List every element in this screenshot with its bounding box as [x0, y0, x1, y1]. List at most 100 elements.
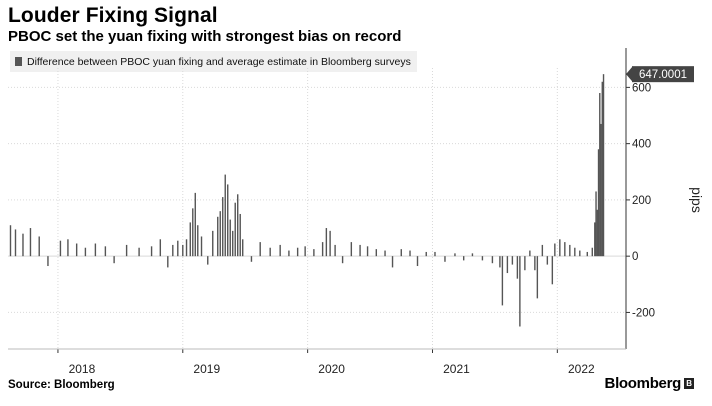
- data-bar: [536, 256, 539, 299]
- data-bar: [185, 239, 188, 257]
- y-tick-label: 0: [632, 251, 638, 263]
- data-bar: [222, 197, 224, 257]
- x-tick-label: 2018: [69, 362, 96, 376]
- x-tick-label: 2022: [568, 362, 595, 376]
- data-bar: [434, 251, 436, 257]
- data-bar: [239, 213, 241, 257]
- data-bar: [212, 230, 214, 257]
- data-bar: [259, 242, 261, 257]
- data-bar: [172, 244, 174, 257]
- data-bar: [217, 216, 219, 257]
- callout-box: [632, 66, 694, 83]
- data-bar: [224, 174, 226, 257]
- y-tick-label: 200: [632, 195, 651, 207]
- data-bar: [564, 242, 566, 257]
- data-bar: [444, 256, 446, 262]
- data-bar: [600, 123, 602, 257]
- data-bar: [47, 256, 49, 267]
- data-bar: [192, 208, 194, 257]
- data-bar: [462, 256, 465, 261]
- data-bar: [516, 256, 519, 279]
- chart-subtitle: PBOC set the yuan fixing with strongest …: [8, 28, 402, 45]
- data-bar: [597, 149, 600, 257]
- data-bar: [9, 225, 12, 257]
- data-bar: [269, 247, 271, 257]
- data-bar: [200, 236, 203, 257]
- data-bar: [232, 230, 234, 257]
- brand-logo: Bloomberg B: [605, 375, 694, 392]
- data-bar: [104, 246, 107, 257]
- data-bar: [296, 247, 299, 257]
- data-bar: [602, 74, 605, 257]
- data-bar: [313, 249, 315, 257]
- data-bar: [237, 194, 239, 257]
- data-bar: [304, 246, 306, 257]
- x-tick-label: 2019: [193, 362, 220, 376]
- data-bar: [167, 256, 169, 268]
- source-note: Source: Bloomberg: [8, 379, 115, 391]
- data-bar: [229, 219, 231, 257]
- data-bar: [471, 253, 474, 257]
- data-bar: [586, 251, 588, 257]
- data-bar: [595, 191, 597, 257]
- data-bar: [546, 256, 549, 265]
- data-bar: [219, 211, 221, 257]
- data-bar: [182, 244, 184, 257]
- data-bar: [350, 242, 353, 257]
- data-bar: [14, 229, 17, 257]
- data-bar: [596, 209, 598, 257]
- data-bar: [159, 239, 162, 257]
- data-bar: [511, 256, 514, 265]
- data-bar: [551, 256, 554, 285]
- last-value-label: 647.0001: [639, 69, 687, 81]
- data-bar: [501, 256, 504, 306]
- data-bar: [125, 244, 128, 257]
- data-bar: [519, 256, 521, 327]
- data-bar: [554, 243, 556, 257]
- brand-name: Bloomberg: [604, 375, 682, 392]
- data-bar: [234, 202, 236, 257]
- data-bar: [529, 250, 531, 257]
- bloomberg-logo-icon: B: [684, 378, 694, 389]
- callout-pointer: [626, 67, 632, 82]
- data-bar: [288, 250, 290, 257]
- data-bar: [75, 243, 78, 257]
- data-bar: [329, 230, 331, 257]
- data-bar: [506, 256, 509, 274]
- chart-legend: Difference between PBOC yuan fixing and …: [10, 51, 417, 72]
- chart-title: Louder Fixing Signal: [8, 4, 218, 27]
- y-axis-label: pips: [689, 187, 705, 213]
- data-bar: [534, 256, 536, 271]
- x-tick-label: 2021: [443, 362, 470, 376]
- y-tick-label: 600: [632, 82, 651, 94]
- data-bar: [400, 249, 402, 257]
- data-bar: [579, 250, 581, 257]
- data-bar: [321, 242, 324, 257]
- data-bar: [207, 256, 209, 265]
- data-bar: [150, 246, 153, 257]
- data-bar: [177, 240, 179, 257]
- data-bar: [84, 247, 87, 257]
- data-bar: [38, 236, 40, 257]
- data-bar: [189, 222, 191, 257]
- data-bar: [416, 256, 419, 267]
- data-bar: [242, 239, 244, 257]
- data-bar: [481, 256, 484, 261]
- data-bar: [67, 239, 69, 257]
- data-bar: [279, 244, 281, 257]
- data-bar: [391, 256, 394, 268]
- data-bar: [29, 228, 32, 257]
- data-bar: [113, 256, 115, 264]
- data-bar: [375, 249, 378, 257]
- data-bar: [491, 256, 494, 264]
- data-bar: [366, 246, 369, 257]
- data-bar: [138, 247, 140, 257]
- x-tick-label: 2020: [318, 362, 345, 376]
- data-bar: [599, 93, 601, 257]
- data-bar: [524, 256, 526, 271]
- data-bar: [250, 256, 253, 262]
- data-bar: [359, 244, 361, 257]
- data-bar: [197, 225, 199, 257]
- data-bar: [594, 222, 596, 257]
- data-bar: [454, 253, 456, 257]
